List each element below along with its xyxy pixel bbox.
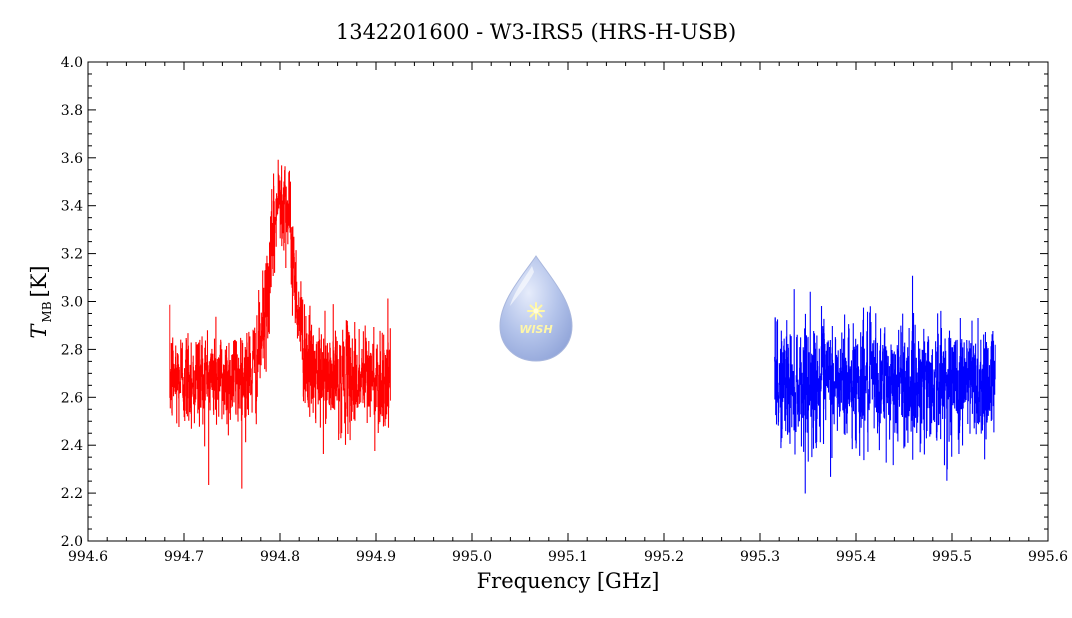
y-tick-label: 3.6 xyxy=(61,151,83,167)
y-tick-label: 2.4 xyxy=(61,438,83,454)
y-axis-label-unit: [K] xyxy=(27,265,51,297)
y-tick-label: 2.6 xyxy=(61,390,83,406)
y-tick-label: 3.2 xyxy=(61,247,83,263)
wish-logo: WISH xyxy=(499,255,573,362)
x-tick-label: 995.5 xyxy=(932,549,972,565)
x-tick-label: 994.6 xyxy=(68,549,108,565)
logo-text: WISH xyxy=(519,323,552,336)
y-tick-label: 3.4 xyxy=(61,199,83,215)
x-axis-label: Frequency [GHz] xyxy=(477,569,660,593)
series-line-2 xyxy=(774,275,996,494)
star-icon xyxy=(527,302,545,320)
x-tick-label: 995.0 xyxy=(452,549,492,565)
drop-highlight xyxy=(510,266,534,306)
x-tick-label: 995.4 xyxy=(836,549,876,565)
y-axis-label: TMB [K] xyxy=(27,265,54,338)
chart-title: 1342201600 - W3-IRS5 (HRS-H-USB) xyxy=(336,20,736,44)
x-tick-label: 995.6 xyxy=(1028,549,1068,565)
x-tick-label: 995.3 xyxy=(740,549,780,565)
series-layer xyxy=(169,159,996,494)
series-line-1 xyxy=(169,159,391,489)
y-tick-label: 4.0 xyxy=(61,55,83,71)
y-tick-label: 3.0 xyxy=(61,295,83,311)
plot-frame xyxy=(87,61,1049,542)
y-axis-label-sub: MB xyxy=(40,301,54,322)
x-tick-label: 995.2 xyxy=(644,549,684,565)
x-tick-labels: 994.6 994.7 994.8 994.9 995.0 995.1 995.2 995.3… xyxy=(68,549,1068,565)
y-tick-label: 2.0 xyxy=(61,534,83,550)
y-tick-label: 2.8 xyxy=(61,342,83,358)
y-tick-labels: 2.0 2.2 2.4 2.6 2.8 3.0 3.2 3.4 3.6 3.8 4.0 xyxy=(61,55,83,550)
x-tick-label: 994.9 xyxy=(356,549,396,565)
x-tick-label: 994.8 xyxy=(260,549,300,565)
y-tick-label: 3.8 xyxy=(61,103,83,119)
axis-ticks xyxy=(87,61,1049,542)
y-axis-label-main: T xyxy=(27,323,51,339)
y-tick-label: 2.2 xyxy=(61,486,83,502)
svg-text:TMB[K]: TMB [K] xyxy=(27,265,54,338)
x-tick-label: 994.7 xyxy=(164,549,204,565)
x-tick-label: 995.1 xyxy=(548,549,588,565)
